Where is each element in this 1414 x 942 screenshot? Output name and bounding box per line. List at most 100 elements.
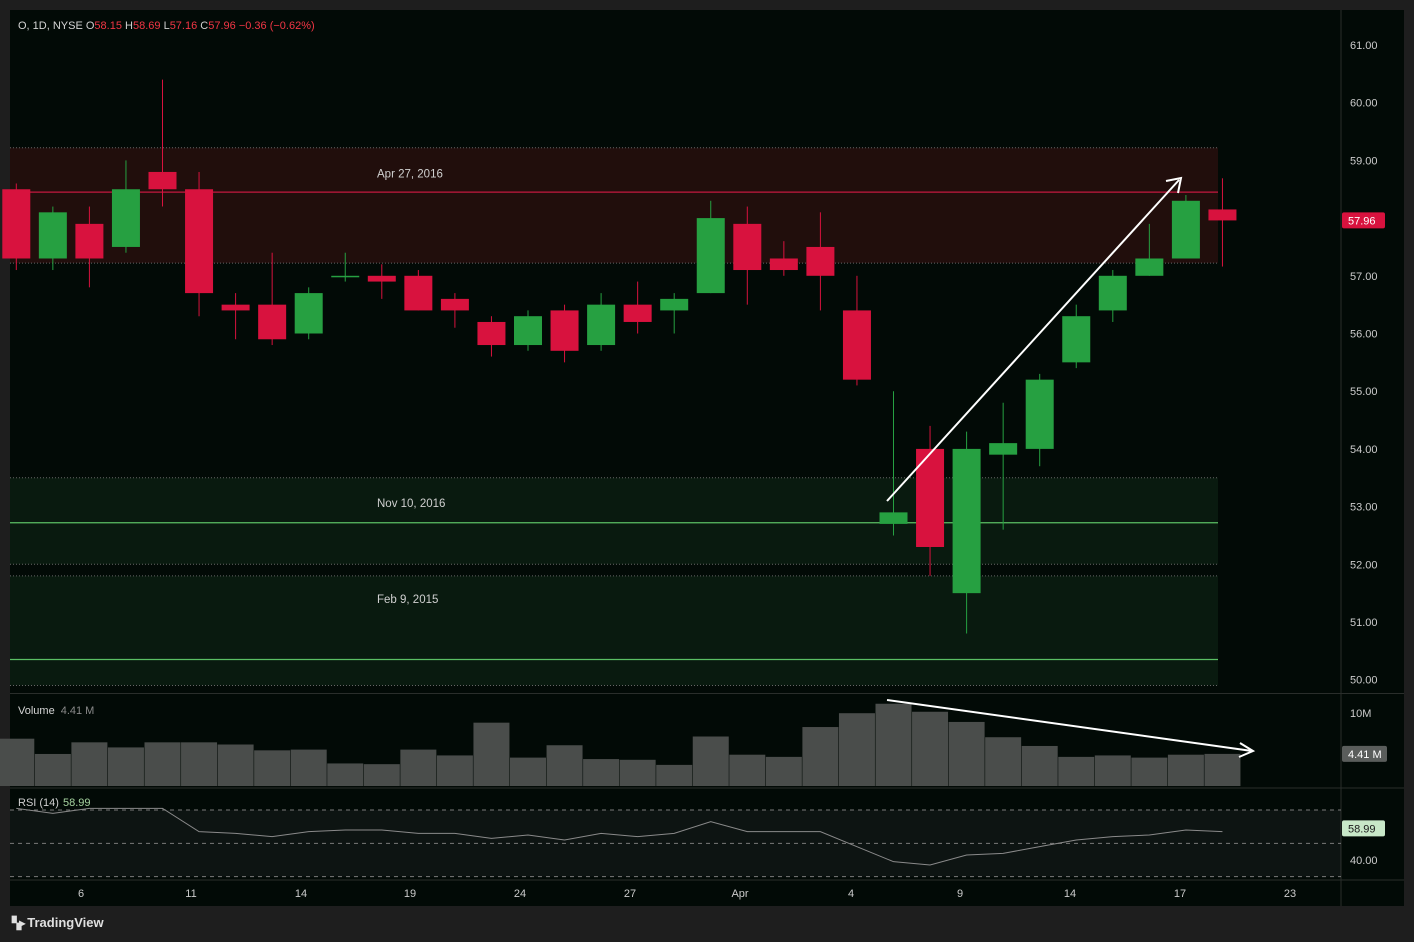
- candle-body: [1208, 209, 1237, 221]
- price-tick-label: 51.00: [1350, 617, 1378, 629]
- price-tick-label: 52.00: [1350, 559, 1378, 571]
- volume-bar: [0, 738, 35, 786]
- candle-body: [75, 223, 104, 259]
- price-tick-label: 59.00: [1350, 155, 1378, 167]
- price-tick-label: 54.00: [1350, 444, 1378, 456]
- brand-name: TradingView: [27, 915, 104, 930]
- volume-bar: [656, 764, 693, 786]
- price-tick-label: 60.00: [1350, 98, 1378, 110]
- volume-bar: [985, 737, 1022, 786]
- volume-bar: [765, 756, 802, 786]
- volume-bar: [400, 749, 437, 786]
- candle-body: [623, 304, 652, 322]
- volume-bar: [729, 754, 766, 786]
- volume-bar: [436, 755, 473, 786]
- candle-body: [1062, 316, 1091, 363]
- volume-bar: [583, 759, 620, 786]
- candle-body: [696, 218, 725, 294]
- volume-bar: [254, 750, 291, 786]
- candle-body: [440, 298, 469, 311]
- volume-label: Volume: [18, 705, 55, 717]
- candle-body: [514, 316, 542, 346]
- x-tick-label: 24: [514, 888, 526, 900]
- high-value: 58.69: [132, 20, 161, 32]
- candle-body: [367, 275, 396, 282]
- volume-bar: [181, 742, 218, 786]
- candle-body: [477, 321, 506, 346]
- open-value: 58.15: [94, 20, 122, 32]
- volume-bar: [217, 744, 254, 786]
- rsi-value: 58.99: [62, 797, 91, 809]
- open-label: O: [85, 20, 95, 32]
- level-label: Feb 9, 2015: [377, 594, 438, 606]
- close-value: 57.96: [208, 20, 236, 32]
- volume-bar: [290, 749, 327, 786]
- candle-body: [769, 258, 798, 271]
- volume-trend-head: [1238, 742, 1256, 758]
- volume-bar: [546, 745, 583, 786]
- rsi-label: RSI (14): [18, 797, 59, 809]
- volume-bar: [875, 703, 912, 786]
- candle-body: [148, 171, 177, 190]
- volume-bar: [838, 713, 875, 786]
- tradingview-logo[interactable]: ▚▸ TradingView: [12, 915, 104, 930]
- volume-bar: [473, 722, 510, 786]
- candle-body: [660, 298, 689, 311]
- x-tick-label: 14: [1064, 888, 1076, 900]
- level-label: Nov 10, 2016: [377, 498, 445, 510]
- last-price-badge: [1342, 212, 1385, 229]
- price-tick-label: 50.00: [1350, 675, 1378, 687]
- level-zone: [10, 575, 1218, 686]
- candle-body: [879, 512, 908, 524]
- volume-bar: [107, 747, 144, 786]
- volume-bar: [34, 753, 71, 786]
- volume-bar: [144, 742, 181, 786]
- volume-bar: [802, 727, 839, 786]
- candle-body: [331, 275, 360, 278]
- x-tick-label: 14: [295, 888, 307, 900]
- x-tick-label: 27: [624, 888, 636, 900]
- candle-body: [111, 189, 140, 247]
- x-tick-label: 23: [1284, 888, 1296, 900]
- volume-bar: [1021, 745, 1058, 786]
- price-tick-label: 55.00: [1350, 386, 1378, 398]
- volume-bar: [510, 757, 546, 786]
- candle-body: [404, 275, 433, 311]
- candle-body: [294, 293, 323, 334]
- candle-body: [2, 189, 31, 259]
- volume-trend-line: [886, 699, 1253, 752]
- candle-body: [258, 304, 287, 340]
- volume-bar: [1094, 755, 1131, 786]
- candle-body: [185, 189, 214, 294]
- x-tick-label: 6: [78, 888, 84, 900]
- candle-body: [587, 304, 616, 346]
- volume-badge: [1342, 745, 1387, 762]
- level-label: Apr 27, 2016: [377, 169, 443, 181]
- rsi-header: RSI (14) 58.99: [18, 797, 91, 809]
- candle-body: [842, 310, 871, 380]
- volume-badge-label: 4.41 M: [1348, 749, 1382, 761]
- x-tick-label: 17: [1174, 888, 1186, 900]
- high-label: H: [125, 20, 133, 32]
- price-tick-label: 57.00: [1350, 271, 1378, 283]
- candle-body: [550, 310, 579, 351]
- candle-body: [1098, 275, 1127, 311]
- volume-bar: [363, 764, 400, 786]
- volume-tick-label: 10M: [1350, 708, 1371, 720]
- candle-body: [38, 212, 67, 259]
- candle-body: [1171, 200, 1200, 259]
- volume-header: Volume 4.41 M: [18, 705, 94, 717]
- volume-bar: [1204, 753, 1241, 786]
- rsi-line: [16, 807, 1223, 866]
- low-label: L: [163, 20, 170, 32]
- price-tick-label: 53.00: [1350, 502, 1378, 514]
- trend-arrow-line: [886, 179, 1180, 502]
- volume-bar: [912, 711, 949, 786]
- volume-bar: [1167, 754, 1204, 786]
- x-tick-label: 11: [185, 888, 196, 900]
- x-tick-label: 9: [957, 888, 963, 900]
- price-tick-label: 56.00: [1350, 329, 1378, 341]
- rsi-badge: [1342, 820, 1385, 837]
- close-label: C: [200, 20, 209, 32]
